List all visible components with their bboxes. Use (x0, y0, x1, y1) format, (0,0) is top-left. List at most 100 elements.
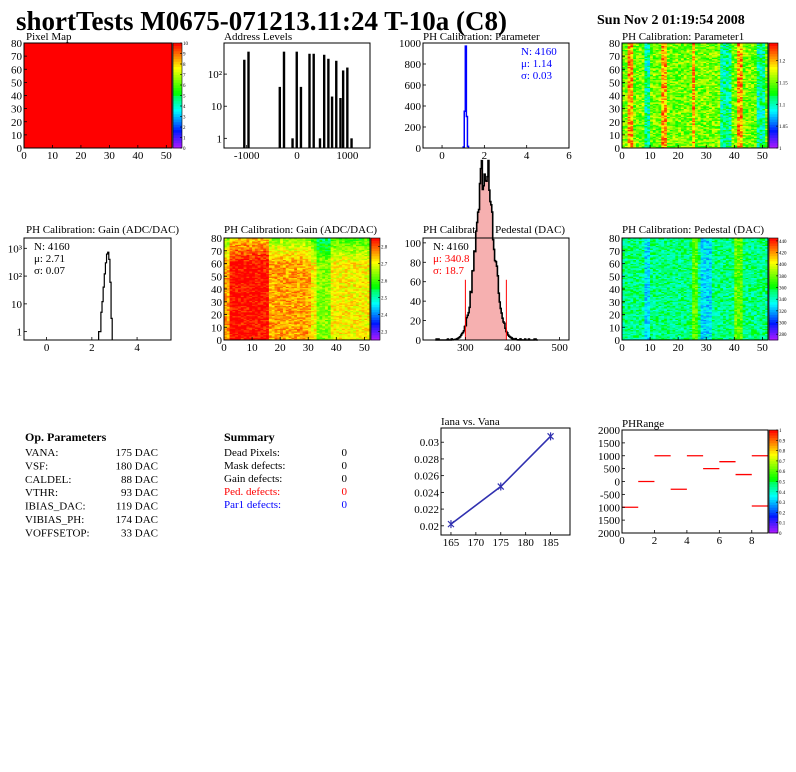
heatmap-cell (689, 137, 693, 140)
heatmap-cell (678, 64, 682, 66)
heatmap-cell (714, 69, 718, 71)
heatmap-cell (630, 107, 634, 110)
heatmap-cell (692, 75, 696, 78)
heatmap-cell (714, 91, 718, 94)
heatmap-cell (664, 106, 668, 108)
heatmap-cell (683, 64, 687, 66)
heatmap-cell (689, 132, 693, 134)
heatmap-cell (695, 78, 699, 81)
heatmap-cell (672, 133, 676, 136)
heatmap-cell (717, 102, 721, 104)
heatmap-cell (633, 99, 637, 102)
heatmap-cell (697, 117, 702, 120)
heatmap-cell (647, 43, 651, 45)
heatmap-cell (686, 129, 690, 132)
heatmap-cell (650, 86, 654, 89)
heatmap-cell (641, 136, 645, 138)
histogram-bar (335, 60, 338, 148)
heatmap-cell (669, 138, 673, 141)
heatmap-cell (686, 120, 690, 123)
heatmap-cell (622, 64, 626, 66)
heatmap-cell (652, 129, 657, 132)
heatmap-cell (689, 60, 693, 62)
heatmap-cell (683, 141, 687, 144)
heatmap-cell (630, 100, 634, 103)
heatmap-cell (661, 111, 665, 113)
heatmap-cell (689, 58, 693, 61)
heatmap-cell (723, 64, 727, 66)
heatmap-cell (703, 54, 707, 57)
heatmap-cell (711, 134, 716, 137)
heatmap-cell (644, 54, 648, 57)
heatmap-cell (650, 115, 654, 117)
heatmap-cell (686, 104, 690, 107)
heatmap-cell (714, 112, 718, 115)
heatmap-cell (666, 134, 671, 137)
heatmap-cell (683, 52, 687, 54)
heatmap-cell (689, 45, 693, 48)
heatmap-cell (650, 113, 654, 116)
heatmap-cell (669, 96, 673, 99)
heatmap-cell (630, 108, 634, 111)
heatmap-cell (709, 108, 713, 111)
heatmap-cell (627, 113, 631, 116)
heatmap-cell (683, 73, 687, 75)
heatmap-cell (636, 91, 640, 94)
heatmap-cell (728, 82, 732, 85)
heatmap-cell (695, 133, 699, 136)
heatmap-cell (658, 46, 662, 49)
heatmap-cell (680, 141, 685, 144)
heatmap-cell (633, 95, 637, 98)
heatmap-cell (638, 52, 643, 54)
heatmap-cell (672, 48, 676, 50)
heatmap-cell (714, 125, 718, 128)
heatmap-cell (644, 94, 648, 96)
heatmap-cell (669, 44, 673, 47)
heatmap-cell (638, 90, 643, 92)
heatmap-cell (711, 50, 716, 53)
heatmap-cell (728, 83, 732, 86)
heatmap-cell (655, 116, 659, 119)
heatmap-cell (664, 87, 668, 90)
heatmap-cell (711, 61, 716, 64)
heatmap-cell (627, 49, 631, 52)
y-tick-label: 400 (405, 101, 422, 113)
heatmap-cell (638, 70, 643, 73)
y-tick-label: 10 (211, 101, 223, 113)
heatmap-cell (630, 145, 634, 148)
heatmap-cell (728, 145, 732, 148)
colorbar-step (769, 108, 778, 112)
heatmap-cell (700, 57, 704, 60)
heatmap-cell (680, 65, 685, 68)
heatmap-cell (700, 71, 704, 74)
heatmap-cell (655, 106, 659, 108)
heatmap-cell (711, 100, 716, 103)
heatmap-cell (703, 123, 707, 125)
heatmap-cell (638, 69, 643, 71)
heatmap-cell (683, 62, 687, 65)
heatmap-cell (686, 62, 690, 65)
heatmap-cell (664, 66, 668, 69)
heatmap-cell (669, 75, 673, 78)
heatmap-cell (695, 87, 699, 90)
heatmap-cell (641, 86, 645, 89)
heatmap-cell (680, 95, 685, 98)
heatmap-cell (709, 128, 713, 131)
heatmap-cell (641, 83, 645, 86)
heatmap-cell (658, 88, 662, 91)
heatmap-cell (728, 71, 732, 74)
heatmap-cell (703, 137, 707, 140)
heatmap-cell (647, 111, 651, 113)
heatmap-cell (627, 74, 631, 77)
heatmap-cell (627, 82, 631, 85)
heatmap-cell (720, 88, 724, 91)
heatmap-cell (636, 141, 640, 144)
heatmap-cell (717, 71, 721, 74)
heatmap-cell (700, 141, 704, 144)
heatmap-cell (633, 106, 637, 108)
heatmap-cell (622, 133, 626, 136)
heatmap-cell (711, 78, 716, 81)
heatmap-cell (655, 43, 659, 45)
heatmap-cell (709, 113, 713, 116)
heatmap-cell (638, 98, 643, 100)
